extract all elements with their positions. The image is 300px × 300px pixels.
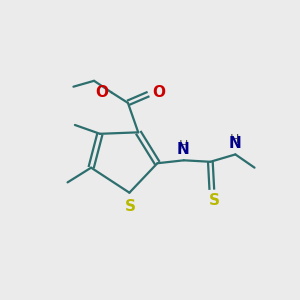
Text: H: H <box>178 139 188 152</box>
Text: H: H <box>230 133 239 146</box>
Text: S: S <box>209 193 220 208</box>
Text: O: O <box>95 85 108 100</box>
Text: N: N <box>177 142 190 157</box>
Text: S: S <box>124 199 136 214</box>
Text: N: N <box>228 136 241 151</box>
Text: O: O <box>152 85 165 100</box>
